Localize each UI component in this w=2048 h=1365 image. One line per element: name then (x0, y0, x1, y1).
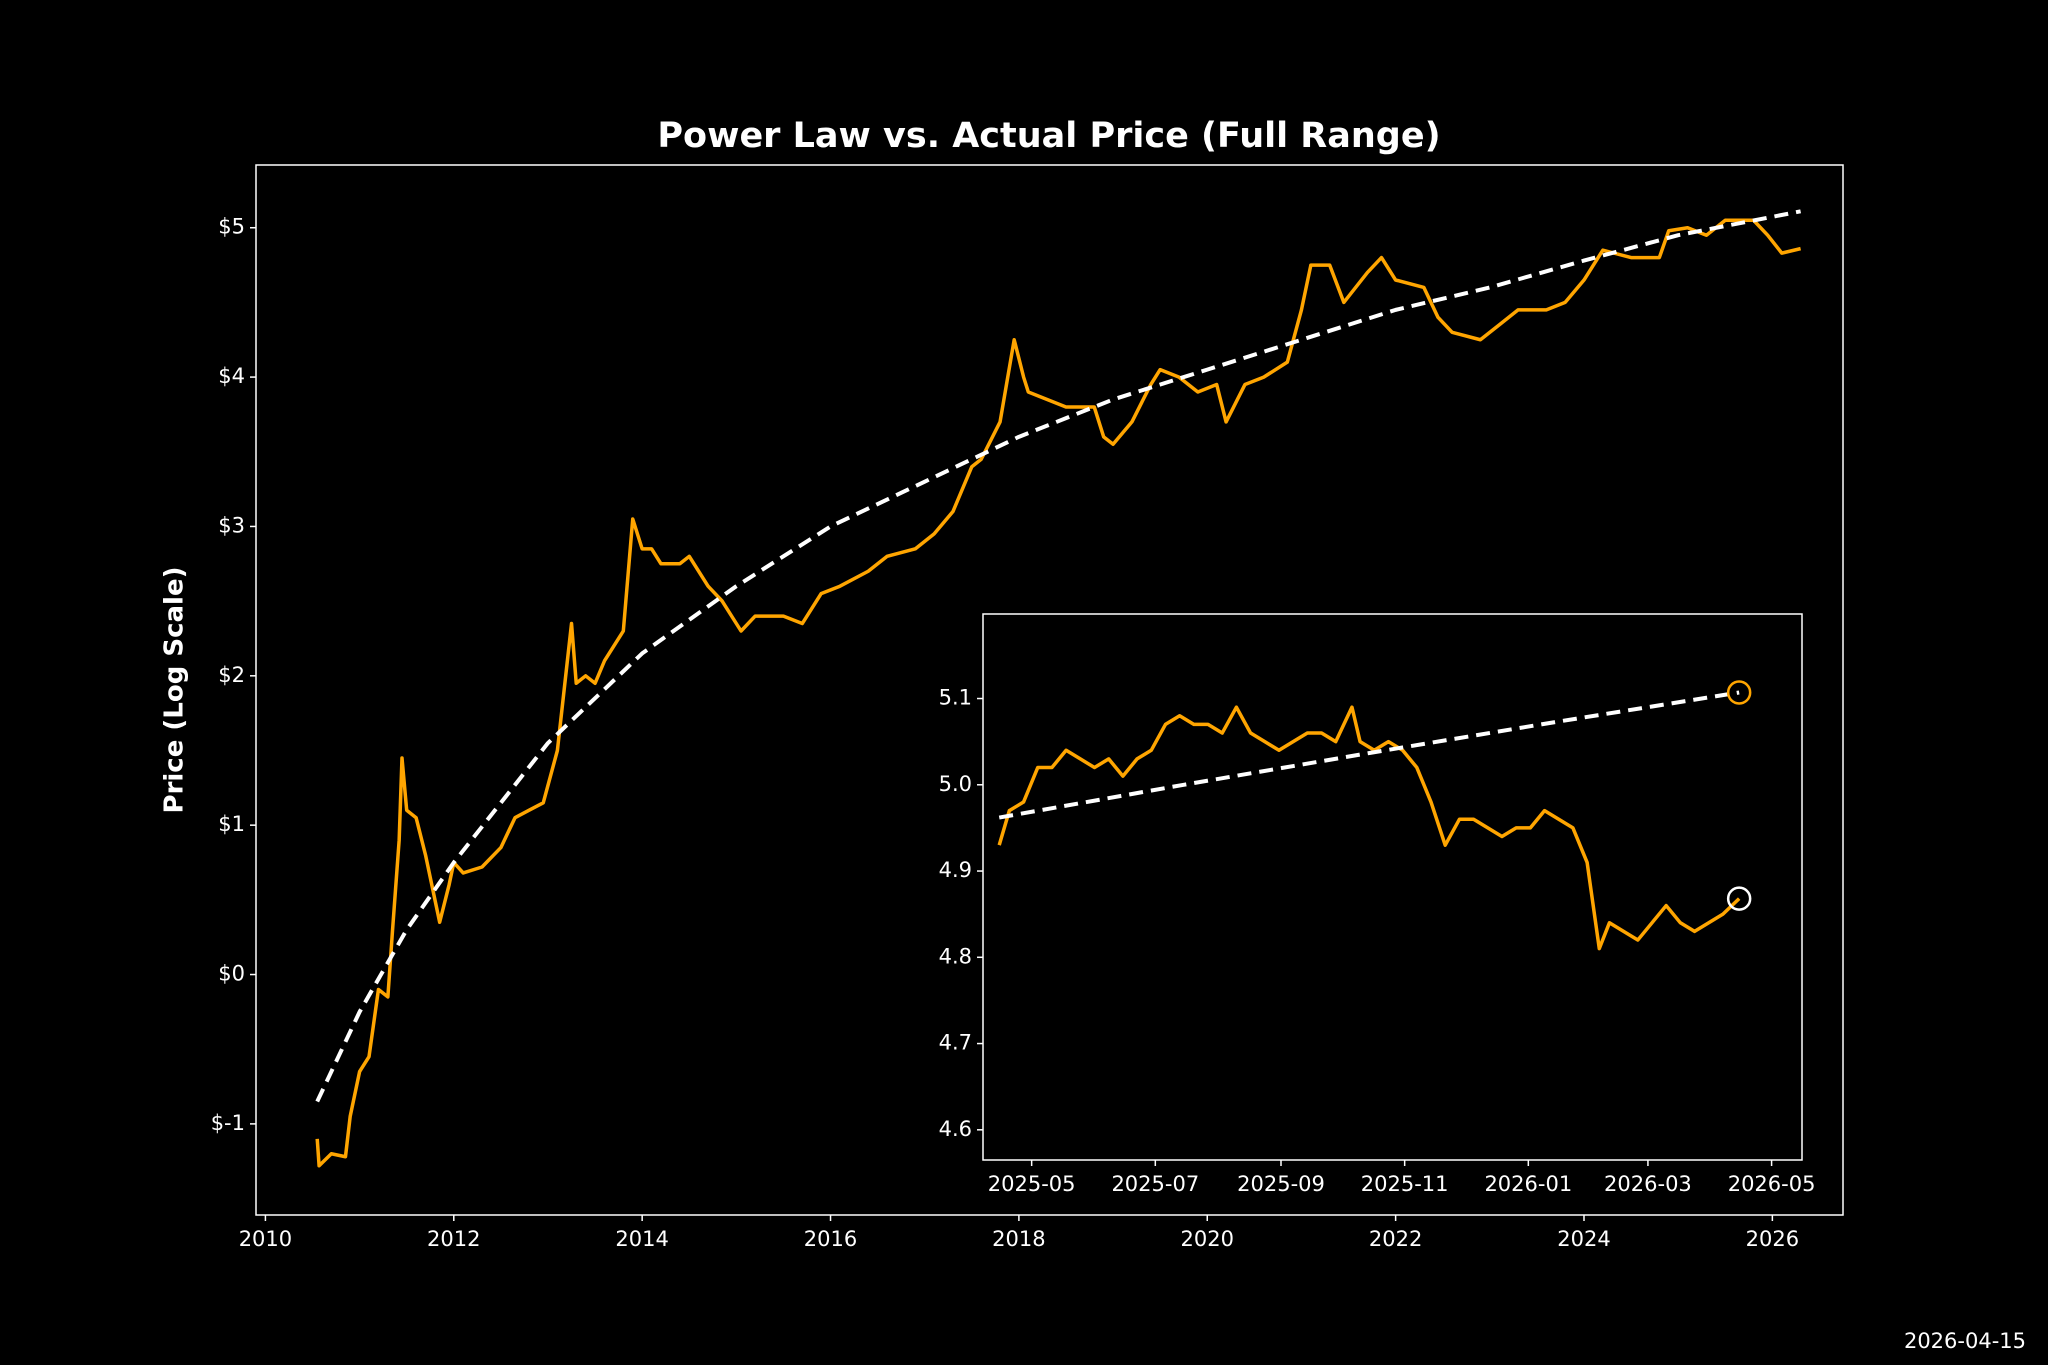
y-tick-label: 4.6 (939, 1117, 972, 1141)
y-axis-label: Price (Log Scale) (160, 567, 190, 814)
end-marker (1726, 680, 1752, 705)
x-tick-label: 2022 (1369, 1227, 1422, 1251)
y-tick-label: $4 (218, 364, 245, 388)
x-tick-label: 2016 (804, 1227, 857, 1251)
x-tick-label: 2025-09 (1237, 1172, 1325, 1196)
y-tick-label: 5.0 (939, 772, 972, 796)
series-line (997, 705, 1741, 951)
x-tick-label: 2018 (992, 1227, 1045, 1251)
y-tick-label: 4.9 (939, 858, 972, 882)
series-line (998, 690, 1740, 820)
y-tick-label: $1 (218, 812, 245, 836)
x-tick-label: 2026-01 (1484, 1172, 1572, 1196)
end-marker (1726, 886, 1752, 911)
x-tick-label: 2026-05 (1728, 1172, 1816, 1196)
x-tick-label: 2026 (1746, 1227, 1799, 1251)
plot-area (982, 613, 1803, 1161)
x-tick-label: 2024 (1557, 1227, 1610, 1251)
x-tick-label: 2020 (1181, 1227, 1234, 1251)
y-tick-label: $-1 (211, 1111, 245, 1135)
x-tick-label: 2010 (239, 1227, 292, 1251)
x-tick-label: 2025-05 (988, 1172, 1076, 1196)
footer-date: 2026-04-15 (1904, 1329, 2026, 1353)
x-tick-label: 2026-03 (1604, 1172, 1692, 1196)
y-tick-label: $2 (218, 663, 245, 687)
x-tick-label: 2012 (427, 1227, 480, 1251)
series-line (315, 209, 1802, 1103)
chart-title: Power Law vs. Actual Price (Full Range) (657, 116, 1440, 156)
y-tick-label: $0 (218, 962, 245, 986)
y-tick-label: 4.8 (939, 944, 972, 968)
series-line (315, 218, 1802, 1168)
y-tick-label: $3 (218, 513, 245, 537)
y-tick-label: 5.1 (939, 686, 972, 710)
y-tick-label: $5 (218, 215, 245, 239)
x-tick-label: 2014 (615, 1227, 668, 1251)
y-tick-label: 4.7 (939, 1031, 972, 1055)
x-tick-label: 2025-11 (1361, 1172, 1449, 1196)
x-tick-label: 2025-07 (1111, 1172, 1199, 1196)
